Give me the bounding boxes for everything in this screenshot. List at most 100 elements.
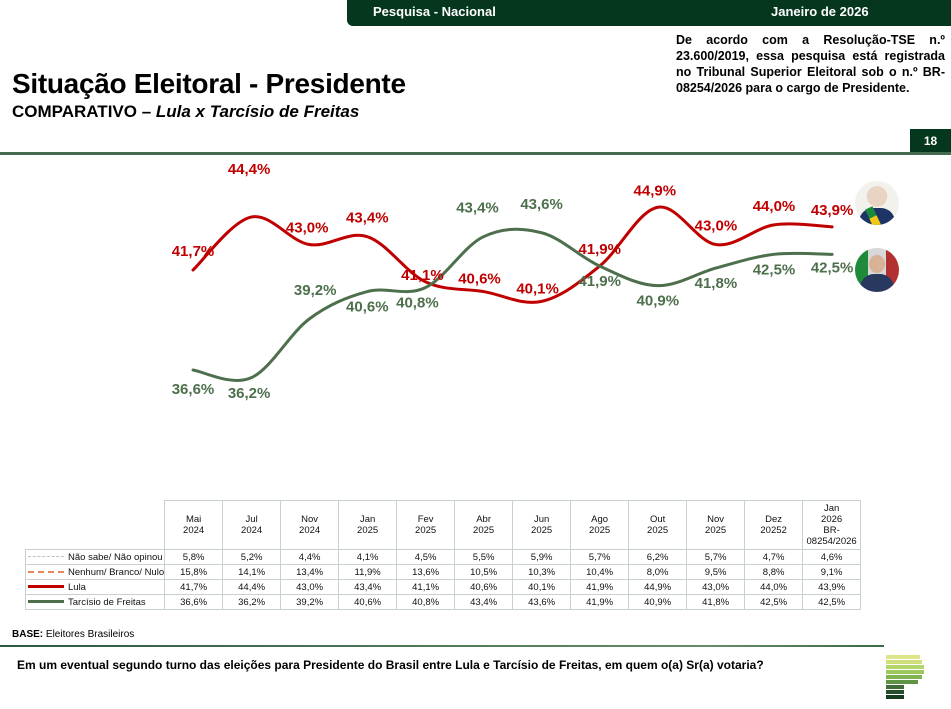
page-subtitle: COMPARATIVO – Lula x Tarcísio de Freitas (12, 102, 359, 122)
data-label-tarcisio: 39,2% (294, 282, 337, 299)
header-divider (0, 152, 951, 155)
subtitle-prefix: COMPARATIVO – (12, 102, 156, 121)
table-cell: 5,7% (686, 549, 746, 565)
column-header-line: Jun (533, 514, 550, 525)
legend-swatch-icon (28, 600, 64, 604)
column-header-line: Jul (245, 514, 258, 525)
column-header-line: Fev (417, 514, 434, 525)
series-line-tarcisio (191, 227, 834, 382)
table-cell: 43,4% (454, 594, 514, 610)
table-cell: 42,5% (802, 594, 862, 610)
logo-stripe (886, 690, 904, 694)
column-header-line: 2024 (241, 525, 263, 536)
table-cell: 4,4% (280, 549, 340, 565)
data-label-tarcisio: 42,5% (753, 261, 796, 278)
table-row: Não sabe/ Não opinou 5,8% 5,2% 4,4% 4,1% 4,5%… (24, 549, 862, 565)
table-cell: 14,1% (222, 564, 282, 580)
table-row: Tarcísio de Freitas 36,6% 36,2% 39,2% 40,6% 4… (24, 594, 862, 610)
table-cell: 4,1% (338, 549, 398, 565)
company-logo-icon (886, 655, 926, 705)
row-label: Tarcísio de Freitas (68, 596, 146, 608)
row-label: Não sabe/ Não opinou (68, 551, 163, 563)
table-corner (25, 500, 165, 550)
column-header: Jan 2026 BR- 08254/2026 (802, 500, 862, 550)
table-cell: 36,2% (222, 594, 282, 610)
column-header-line: Dez (765, 514, 783, 525)
data-label-lula: 43,0% (695, 218, 738, 235)
subtitle-candidates: Lula x Tarcísio de Freitas (155, 102, 360, 121)
table-row: Lula 41,7% 44,4% 43,0% 43,4% 41,1% 40,6% 40,1% 4… (24, 579, 862, 595)
table-row: Nenhum/ Branco/ Nulo 15,8% 14,1% 13,4% 11,9%… (24, 564, 862, 580)
table-cell: 44,9% (628, 579, 688, 595)
column-header: Jul 2024 (222, 500, 282, 550)
tarcisio-photo-icon (855, 248, 899, 292)
table-cell: 9,5% (686, 564, 746, 580)
registration-notice: De acordo com a Resolução-TSE n.º 23.600… (676, 33, 945, 95)
column-header: Nov 2024 (280, 500, 340, 550)
data-label-tarcisio: 41,9% (578, 273, 621, 290)
column-header-line: BR- (823, 525, 840, 536)
table-cell: 43,0% (686, 579, 746, 595)
face-shape (869, 255, 885, 273)
data-label-lula: 40,1% (516, 280, 559, 297)
table-cell: 11,9% (338, 564, 398, 580)
row-label: Lula (68, 581, 86, 593)
data-label-lula: 43,4% (346, 210, 389, 227)
column-header-line: 2025 (647, 525, 669, 536)
table-cell: 6,2% (628, 549, 688, 565)
table-cell: 44,4% (222, 579, 282, 595)
table-cell: 5,2% (222, 549, 282, 565)
column-header: Dez 20252 (744, 500, 804, 550)
logo-stripe (886, 665, 924, 669)
data-label-tarcisio: 40,9% (637, 293, 680, 310)
table-cell: 43,6% (512, 594, 572, 610)
row-label-cell: Não sabe/ Não opinou (24, 549, 166, 565)
data-label-tarcisio: 36,2% (228, 385, 271, 402)
logo-stripe (886, 685, 904, 689)
line-chart: 41,7% 44,4% 43,0% 43,4% 41,1% 40,6% 40,1% 41,9%… (172, 161, 854, 402)
legend-swatch-icon (28, 570, 64, 573)
table-cell: 40,1% (512, 579, 572, 595)
column-header-line: 2025 (531, 525, 553, 536)
data-label-tarcisio: 43,6% (520, 196, 563, 213)
column-header-line: 2026 (821, 514, 843, 525)
legend-swatch-icon (28, 585, 64, 589)
column-header-line: 2025 (473, 525, 495, 536)
table-cell: 13,6% (396, 564, 456, 580)
date-label: Janeiro de 2026 (771, 4, 869, 19)
table-cell: 43,0% (280, 579, 340, 595)
row-label: Nenhum/ Branco/ Nulo (68, 566, 165, 578)
column-header-line: 20252 (760, 525, 787, 536)
column-header: Nov 2025 (686, 500, 746, 550)
column-header-line: 2024 (183, 525, 205, 536)
logo-stripe (886, 675, 922, 679)
table-cell: 4,5% (396, 549, 456, 565)
table-cell: 39,2% (280, 594, 340, 610)
column-header: Ago 2025 (570, 500, 630, 550)
page-title: Situação Eleitoral - Presidente (12, 68, 406, 99)
table-cell: 15,8% (164, 564, 224, 580)
column-header-line: Mai (185, 514, 202, 525)
data-label-tarcisio: 42,5% (811, 259, 854, 276)
table-cell: 44,0% (744, 579, 804, 595)
table-cell: 36,6% (164, 594, 224, 610)
column-header-line: 08254/2026 (806, 536, 857, 547)
table-cell: 40,9% (628, 594, 688, 610)
column-header: Jun 2025 (512, 500, 572, 550)
data-label-lula: 41,9% (578, 241, 621, 258)
row-label-cell: Tarcísio de Freitas (24, 594, 166, 610)
data-label-tarcisio: 41,8% (695, 275, 738, 292)
column-header-line: Nov (301, 514, 319, 525)
column-header: Fev 2025 (396, 500, 456, 550)
column-header-line: Jan (359, 514, 376, 525)
column-header-line: Nov (707, 514, 725, 525)
data-label-lula: 44,0% (753, 198, 796, 215)
table-cell: 5,7% (570, 549, 630, 565)
logo-stripe (886, 655, 920, 659)
page-number-badge: 18 (910, 129, 951, 153)
logo-stripe (886, 660, 922, 664)
table-cell: 40,6% (338, 594, 398, 610)
table-cell: 41,9% (570, 594, 630, 610)
table-cell: 5,5% (454, 549, 514, 565)
data-label-tarcisio: 40,8% (396, 295, 439, 312)
